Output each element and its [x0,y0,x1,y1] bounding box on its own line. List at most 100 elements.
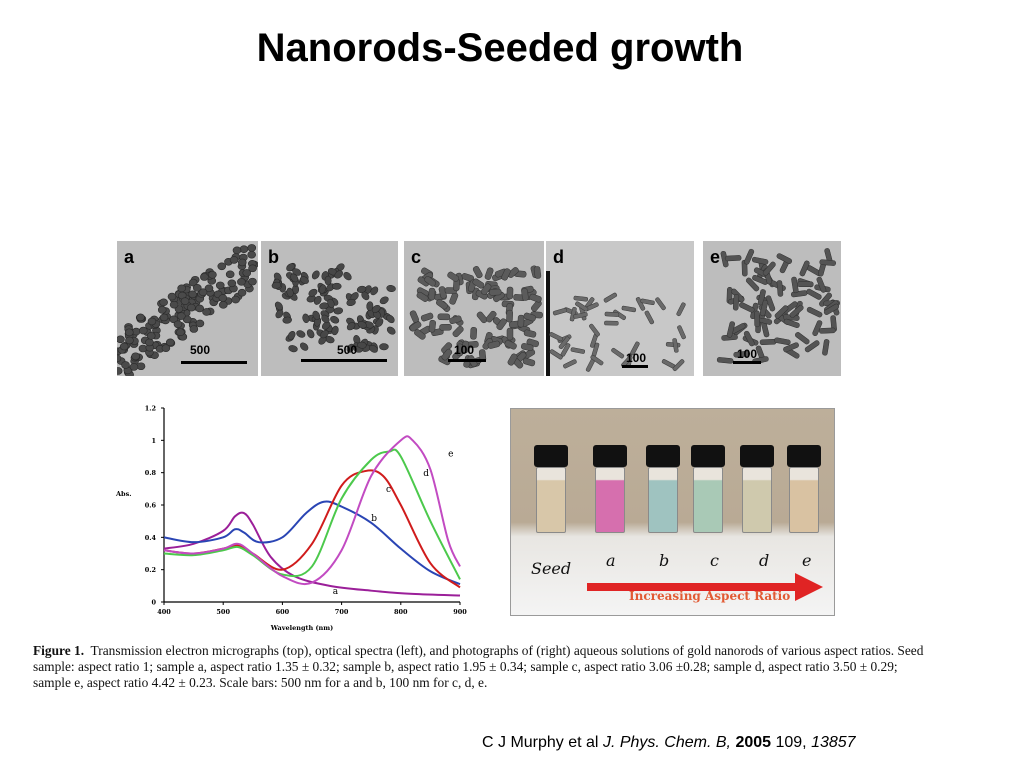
nanorod [476,311,488,324]
nanorod [472,266,483,279]
tem-image-a [117,241,258,376]
y-tick-label: 0.8 [145,469,157,477]
nanorod [751,256,769,265]
nanoparticle [147,317,157,326]
nanorod [783,342,799,353]
nanorod [575,301,589,312]
nanorod [724,255,742,262]
nanoparticle [321,321,331,330]
nanoparticle [308,288,318,297]
nanoparticle [319,302,329,310]
nanoparticle [218,294,228,302]
nanorod [533,266,542,279]
nanorod [506,327,514,341]
absorbance-chart: 400 500 600 700 800 900 0 0.2 0.4 0.6 0.8 1 1.2 Wavel… [112,398,472,638]
nanorod [523,329,537,338]
x-tick-label: 400 [157,608,171,616]
vial-solution [595,467,625,533]
nanoparticle [346,298,356,307]
tem-image-d [546,241,694,376]
nanoparticle [231,295,240,304]
series-label-e: e [448,450,453,460]
nanorod [439,323,452,331]
nanoparticle [379,343,389,351]
panel-letter: b [268,247,279,267]
y-tick-label: 1.2 [145,405,156,413]
nanoparticle [125,336,134,345]
tem-image-e [703,241,841,376]
scale-label: 100 [454,343,475,357]
nanorod [428,287,436,301]
nanoparticle [177,284,186,293]
nanoparticle [218,301,228,309]
nanoparticle [229,256,239,264]
x-tick-label: 500 [216,608,230,616]
nanoparticle [370,286,379,296]
nanoparticle [202,308,211,316]
chart-svg: 400 500 600 700 800 900 0 0.2 0.4 0.6 0.8 1 1.2 Wavel… [115,405,467,633]
nanoparticle [357,341,367,349]
scale-label: 100 [737,347,758,361]
grid-edge [546,271,550,376]
nanorod [611,347,625,359]
nanorod [823,303,840,315]
nanoparticle [386,284,396,292]
nanoparticle [180,297,190,305]
nanoparticle [321,314,330,324]
nanorod [470,327,478,340]
nanorod [506,286,514,300]
tem-panel-e: e 100 [703,241,841,376]
y-tick-label: 1 [151,437,156,445]
nanorod [522,357,536,367]
nanorod [420,312,434,322]
nanorod [655,297,666,311]
nanoparticle [131,352,140,361]
nanorod [549,349,563,360]
nanoparticle [299,276,309,284]
nanoparticle [330,316,340,324]
y-tick-label: 0.2 [145,566,156,574]
series-line-b [163,500,461,586]
nanoparticle [313,295,322,305]
nanorod [409,321,422,332]
nanoparticle [299,342,309,351]
tem-panel-c: c 100 [404,241,544,376]
scale-label: 500 [337,343,358,357]
scale-label: 500 [190,343,211,357]
nanoparticle [288,345,298,353]
nanoparticle [282,316,292,324]
nanoparticle [177,312,186,320]
nanorod [452,325,464,338]
nanoparticle [275,309,284,319]
nanorod [789,304,804,318]
panel-letter: d [553,247,564,267]
y-tick-label: 0.4 [145,534,157,542]
nanoparticle [274,301,283,311]
nanoparticle [138,326,148,335]
vial-cap [593,445,627,467]
nanorod [774,305,789,319]
nanorod [726,321,736,338]
scale-bar [301,359,387,362]
nanorod [485,310,497,323]
nanorod [739,302,755,313]
nanorod [759,299,769,317]
vial [646,445,680,535]
scale-bar [622,365,648,368]
y-axis-label: Abs. [115,490,132,498]
nanorod [743,330,755,347]
nanoparticle [312,310,321,320]
nanorod [806,288,822,300]
series-line-a [163,511,461,597]
nanorod [573,312,588,319]
nanorod [558,336,570,350]
nanorod [529,293,542,303]
tem-panel-b: b 500 [261,241,398,376]
vial-cap [534,445,568,467]
nanorod [774,337,791,346]
nanorod [743,248,755,265]
nanoparticle [346,343,355,353]
panel-letter: e [710,247,721,267]
tem-panel-a: a 500 [117,241,258,376]
nanorod [819,259,836,266]
